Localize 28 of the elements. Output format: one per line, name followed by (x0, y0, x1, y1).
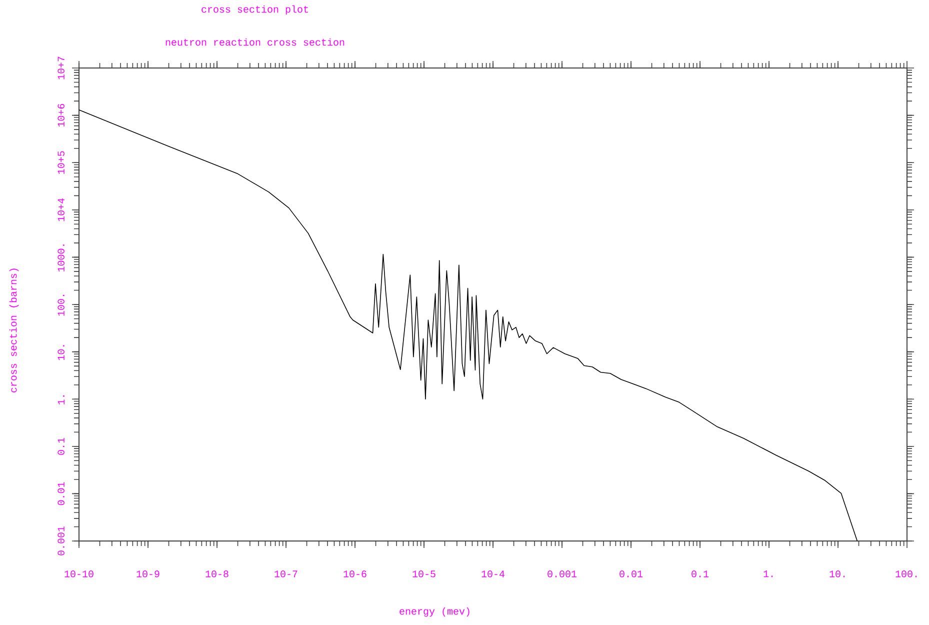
y-tick-label: 0.01 (58, 482, 64, 506)
x-tick-label: 0.001 (548, 570, 577, 578)
x-tick-label: 0.01 (620, 570, 643, 578)
x-tick-label: 0.1 (692, 570, 709, 578)
x-tick-label: 10-5 (412, 570, 436, 578)
x-tick-label: 100. (896, 570, 917, 578)
x-tick-label: 10-4 (482, 570, 504, 578)
x-tick-label: 10. (830, 570, 845, 578)
y-tick-label: 10+5 (58, 151, 64, 174)
x-tick-label: 10-6 (344, 570, 366, 578)
y-tick-label: 10+4 (58, 198, 64, 222)
chart-subtitle: neutron reaction cross section (166, 38, 344, 46)
y-tick-label: 0.001 (58, 526, 64, 556)
y-axis-title: cross section (barns) (9, 268, 19, 392)
x-tick-label: 10-9 (136, 570, 160, 578)
x-axis-title: energy (mev) (400, 607, 470, 617)
y-tick-label: 1000. (58, 244, 64, 272)
y-tick-label: 100. (58, 294, 64, 316)
y-tick-label: 0.1 (58, 438, 64, 455)
y-tick-label: 10. (58, 345, 64, 360)
x-tick-label: 10-7 (274, 570, 298, 578)
x-tick-label: 10-10 (64, 570, 94, 578)
x-tick-label: 1. (764, 570, 773, 578)
chart-title: cross section plot (202, 5, 308, 15)
y-tick-label: 10+7 (58, 56, 64, 80)
y-tick-label: 1. (58, 396, 64, 404)
x-tick-label: 10-8 (206, 570, 228, 578)
y-tick-label: 10+6 (58, 104, 64, 127)
